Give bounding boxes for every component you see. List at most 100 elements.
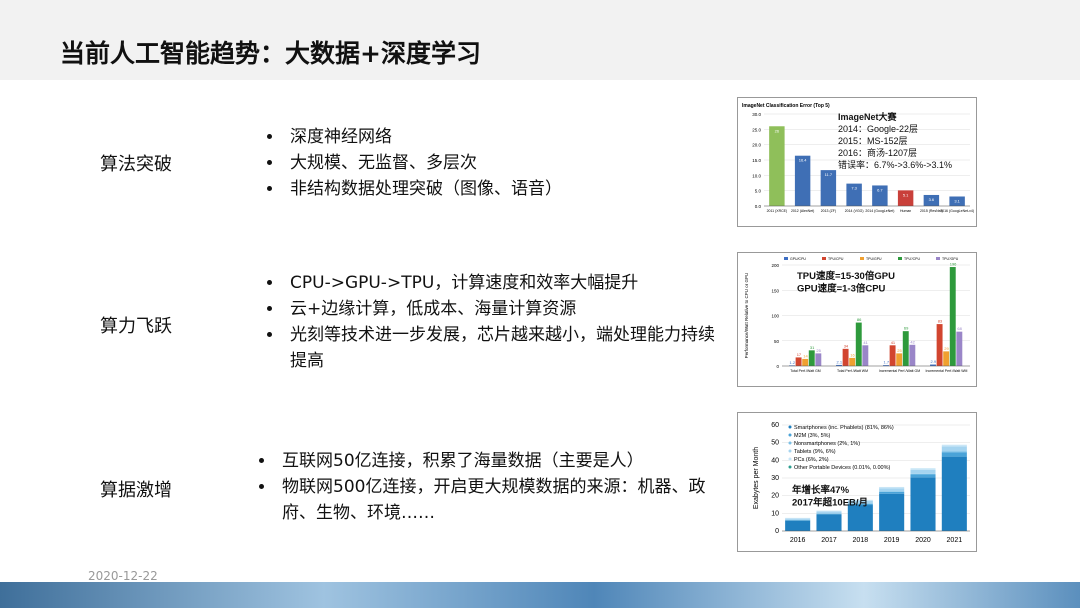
- x-tick-label: Incremental Perf./Watt WM: [926, 369, 968, 373]
- value-label: 68: [957, 326, 962, 331]
- date: 2020-12-22: [88, 569, 158, 583]
- bar: [889, 345, 896, 366]
- value-label: 6.7: [877, 187, 883, 192]
- y-tick-label: 10.0: [752, 173, 761, 178]
- bullet: 光刻等技术进一步发展，芯片越来越小，端处理能力持续提高: [284, 322, 722, 374]
- bar-segment: [879, 491, 905, 494]
- bar-segment: [910, 477, 936, 531]
- bullets: CPU->GPU->TPU，计算速度和效率大幅提升 云+边缘计算，低成本、海量计…: [262, 270, 722, 374]
- bullet: 大规模、无监督、多层次: [284, 150, 702, 176]
- annotation: ImageNet大赛: [838, 111, 898, 122]
- y-tick-label: 20: [771, 493, 779, 500]
- legend-label: TPU/GPU: [866, 257, 882, 261]
- bar: [949, 196, 965, 206]
- legend-label: TPU/CPU: [828, 257, 844, 261]
- bar-segment: [816, 510, 842, 512]
- y-tick-label: 200: [771, 263, 779, 268]
- bar: [855, 322, 862, 366]
- bar: [769, 126, 785, 206]
- chart-traffic: Exabytes per Month 0 10 20 30 40 50 60 2016 2017 2…: [737, 412, 977, 552]
- x-tick-label: Human: [900, 209, 911, 213]
- value-label: 41: [891, 340, 896, 345]
- legend-label: Tablets (9%, 6%): [794, 449, 836, 455]
- bar-segment: [785, 517, 811, 519]
- value-label: 196: [950, 262, 957, 267]
- y-axis-label: Performance/Watt Relative to CPU or GPU: [744, 273, 749, 359]
- value-label: 3.1: [954, 198, 960, 203]
- legend-swatch: [788, 433, 792, 437]
- x-tick-label: 2013 (ZF): [821, 209, 836, 213]
- bar: [943, 351, 950, 366]
- legend-swatch: [788, 465, 792, 469]
- value-label: 16: [850, 352, 855, 357]
- bar: [794, 155, 811, 206]
- bar-segment: [941, 444, 967, 447]
- bar-segment: [847, 500, 873, 504]
- bar-segment: [910, 474, 936, 478]
- bar-segment: [785, 520, 811, 531]
- bullet: 云+边缘计算，低成本、海量计算资源: [284, 296, 722, 322]
- bar-segment: [879, 491, 905, 492]
- legend-swatch: [936, 257, 940, 260]
- row-label: 算据激增: [100, 480, 172, 501]
- value-label: 26: [775, 128, 780, 133]
- bar-segment: [941, 451, 967, 453]
- value-label: 29: [944, 346, 949, 351]
- bar-segment: [816, 513, 842, 515]
- y-tick-label: 25.0: [752, 127, 761, 132]
- chart-title: ImageNet Classification Error (Top 5): [742, 103, 830, 109]
- value-label: 31: [810, 345, 815, 350]
- y-tick-label: 30.0: [752, 112, 761, 117]
- header-bar: [0, 0, 1080, 80]
- row-label: 算力飞跃: [100, 316, 172, 337]
- y-tick-label: 40: [771, 457, 779, 464]
- bullet: 物联网500亿连接，开启更大规模数据的来源：机器、政府、生物、环境……: [276, 474, 734, 526]
- bar-segment: [879, 488, 905, 492]
- bar: [930, 364, 936, 366]
- bar-segment: [816, 514, 842, 531]
- annotation: GPU速度=1-3倍CPU: [797, 283, 886, 295]
- y-tick-label: 0.0: [755, 204, 762, 209]
- y-axis-label: Exabytes per Month: [753, 447, 760, 509]
- value-label: 1.2: [790, 360, 796, 365]
- x-tick-label: 2016: [790, 537, 806, 544]
- legend-swatch: [788, 425, 792, 429]
- value-label: 25: [897, 348, 902, 353]
- footer-strip: [0, 582, 1080, 608]
- x-tick-label: 2020: [915, 537, 931, 544]
- value-label: 16.4: [799, 158, 808, 163]
- value-label: 41: [863, 340, 868, 345]
- chart-imagenet: ImageNet Classification Error (Top 5) 0.0…: [737, 97, 977, 227]
- bar: [883, 365, 889, 366]
- legend-swatch: [788, 441, 792, 445]
- legend-label: Nonsmartphones (2%, 1%): [794, 441, 860, 447]
- value-label: 11.7: [825, 172, 833, 177]
- bar-segment: [941, 446, 967, 452]
- bar: [836, 364, 842, 366]
- legend-label: Smartphones (inc. Phablets) (81%, 86%): [794, 425, 894, 431]
- value-label: 86: [857, 317, 862, 322]
- bar-segment: [816, 511, 842, 514]
- y-tick-label: 20.0: [752, 143, 761, 148]
- value-label: 69: [904, 326, 909, 331]
- legend-swatch: [822, 257, 826, 260]
- x-tick-label: 2018: [853, 537, 869, 544]
- bar: [849, 357, 856, 366]
- bar: [949, 267, 956, 366]
- bar-segment: [910, 469, 936, 474]
- bullet: CPU->GPU->TPU，计算速度和效率大幅提升: [284, 270, 722, 296]
- legend-swatch: [898, 257, 902, 260]
- annotation: 年增长率47%: [792, 484, 850, 496]
- legend-label: TPU'/CPU: [904, 257, 921, 261]
- legend-swatch: [860, 257, 864, 260]
- bar: [808, 350, 815, 366]
- bar-segment: [941, 452, 967, 457]
- bar-segment: [910, 468, 936, 470]
- annotation: 2016：商汤-1207层: [838, 147, 917, 158]
- legend-label: GPU/CPU: [790, 257, 806, 261]
- bar: [795, 357, 802, 366]
- bar-segment: [910, 473, 936, 475]
- bullet: 深度神经网络: [284, 124, 702, 150]
- x-tick-label: 2017: [821, 537, 837, 544]
- row-label: 算法突破: [100, 154, 172, 175]
